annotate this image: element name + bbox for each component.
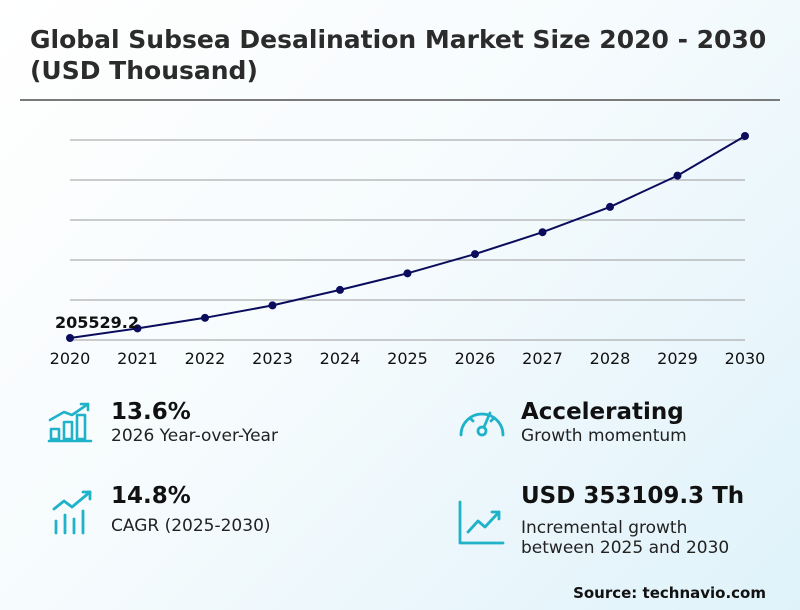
title-divider xyxy=(20,99,780,101)
trend-bars-icon xyxy=(52,490,92,535)
data-point-2023 xyxy=(268,301,277,310)
incremental-stat: USD 353109.3 Th Incremental growth betwe… xyxy=(521,482,744,558)
incremental-label-line1: Incremental growth xyxy=(521,518,688,538)
data-point-2022 xyxy=(201,313,209,322)
cagr-stat: 14.8% CAGR (2025-2030) xyxy=(111,482,271,536)
bar-growth-icon xyxy=(47,402,93,443)
x-tick-label: 2027 xyxy=(522,349,563,368)
x-tick-label: 2029 xyxy=(657,349,698,368)
data-point-2020 xyxy=(66,334,74,342)
data-label: 205529.2 xyxy=(55,313,139,332)
data-point-2030 xyxy=(741,132,749,140)
momentum-label: Growth momentum xyxy=(521,426,687,446)
x-tick-label: 2028 xyxy=(590,349,631,368)
x-tick-label: 2020 xyxy=(50,349,91,368)
x-tick-label: 2022 xyxy=(185,349,226,368)
momentum-value: Accelerating xyxy=(521,399,684,425)
data-point-2026 xyxy=(471,250,479,259)
x-tick-label: 2024 xyxy=(320,349,361,368)
x-tick-label: 2023 xyxy=(252,349,293,368)
chart-title: Global Subsea Desalination Market Size 2… xyxy=(30,25,767,85)
source-credit: Source: technavio.com xyxy=(573,584,766,602)
data-point-2028 xyxy=(606,202,614,211)
data-point-2021 xyxy=(133,324,142,333)
yoy-stat: 13.6% 2026 Year-over-Year xyxy=(111,398,278,446)
cagr-value: 14.8% xyxy=(111,483,191,509)
x-tick-label: 2026 xyxy=(455,349,496,368)
data-point-2027 xyxy=(538,228,547,237)
incremental-label-line2: between 2025 and 2030 xyxy=(521,538,730,558)
gauge-icon xyxy=(459,411,505,437)
x-tick-label: 2030 xyxy=(725,349,766,368)
data-point-2029 xyxy=(673,171,682,180)
x-tick-label: 2021 xyxy=(117,349,158,368)
yoy-label: 2026 Year-over-Year xyxy=(111,426,278,446)
trend-chart-icon xyxy=(458,500,505,545)
data-point-2025 xyxy=(403,269,412,278)
incremental-value: USD 353109.3 Th xyxy=(521,483,745,509)
momentum-stat: Accelerating Growth momentum xyxy=(521,398,687,446)
x-tick-label: 2025 xyxy=(387,349,428,368)
data-point-2024 xyxy=(336,285,344,294)
cagr-label: CAGR (2025-2030) xyxy=(111,516,271,536)
line-chart: 2020 2021 2022 2023 2024 2025 2026 2027 2028 2029… xyxy=(50,132,766,368)
yoy-value: 13.6% xyxy=(111,399,191,425)
series-line xyxy=(69,135,746,339)
